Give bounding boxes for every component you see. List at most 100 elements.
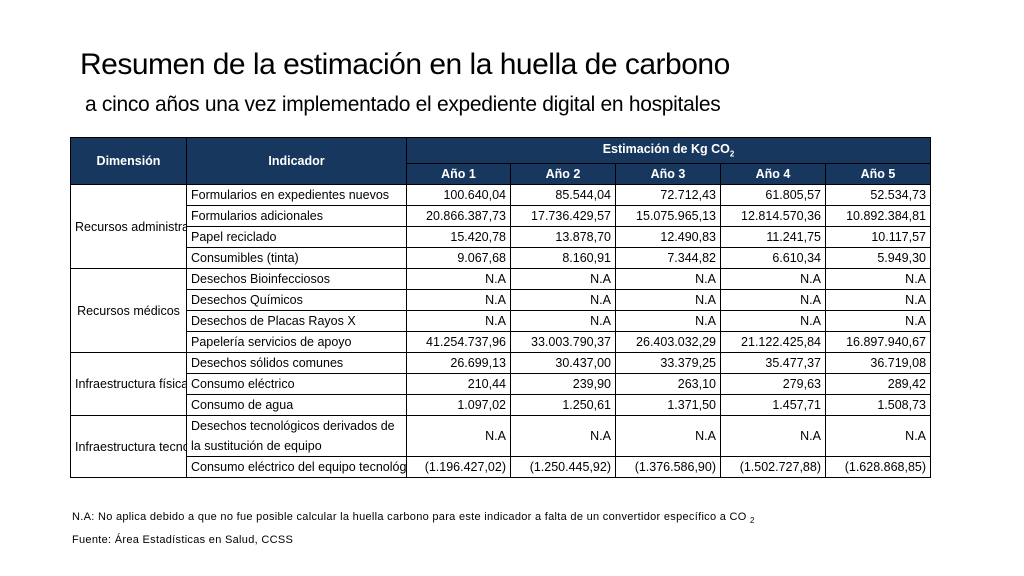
header-estimation-text: Estimación de Kg CO (602, 142, 730, 157)
value-cell: (1.196.427,02) (406, 456, 511, 478)
value-cell: N.A (510, 415, 616, 457)
value-cell: 10.117,57 (824, 226, 932, 248)
carbon-estimation-table: Dimensión Indicador Estimación de Kg CO2… (70, 137, 932, 478)
header-dimension: Dimensión (70, 137, 187, 185)
value-cell: 289,42 (824, 373, 932, 395)
dimension-cell: Infraestructura física (70, 352, 187, 416)
value-cell: N.A (824, 289, 932, 311)
value-cell: N.A (406, 415, 511, 457)
table-row: Formularios adicionales 20.866.387,73 17.7… (71, 205, 932, 227)
value-cell: (1.502.727,88) (720, 456, 826, 478)
page-title: Resumen de la estimación en la huella de… (80, 48, 730, 81)
value-cell: 61.805,57 (720, 184, 826, 206)
value-cell: 10.892.384,81 (824, 205, 932, 227)
indicator-cell: Consumo eléctrico (186, 373, 407, 395)
indicator-cell: Formularios en expedientes nuevos (186, 184, 407, 206)
header-estimation: Estimación de Kg CO2 (405, 137, 932, 164)
value-cell: 9.067,68 (406, 247, 511, 269)
value-cell: 30.437,00 (510, 352, 616, 374)
value-cell: 8.160,91 (510, 247, 616, 269)
value-cell: 21.122.425,84 (720, 331, 826, 353)
table-row: Recursos médicos Desechos Bioinfecciosos N… (70, 268, 932, 353)
value-cell: 1.371,50 (615, 394, 721, 416)
value-cell: 1.250,61 (510, 394, 616, 416)
indicator-cell: Papelería servicios de apoyo (186, 331, 407, 353)
value-cell: 36.719,08 (824, 352, 932, 374)
header-estimation-subscript: 2 (729, 149, 735, 159)
value-cell: 16.897.940,67 (824, 331, 932, 353)
value-cell: 12.490,83 (615, 226, 721, 248)
value-cell: N.A (824, 268, 932, 290)
value-cell: 26.403.032,29 (615, 331, 721, 353)
table-row: Papelería servicios de apoyo 41.254.737,9… (71, 331, 932, 353)
value-cell: N.A (510, 268, 616, 290)
value-cell: N.A (720, 268, 826, 290)
value-cell: 263,10 (615, 373, 721, 395)
indicator-cell: Papel reciclado (186, 226, 407, 248)
value-cell: 33.003.790,37 (510, 331, 616, 353)
indicator-cell: Desechos de Placas Rayos X (186, 310, 407, 332)
indicator-cell: Desechos Bioinfecciosos (186, 268, 407, 290)
value-cell: 20.866.387,73 (406, 205, 511, 227)
footnote-text: N.A: No aplica debido a que no fue posib… (72, 511, 747, 523)
value-cell: 210,44 (406, 373, 511, 395)
value-cell: 15.420,78 (406, 226, 511, 248)
value-cell: N.A (615, 310, 721, 332)
value-cell: 11.241,75 (720, 226, 826, 248)
header-indicator: Indicador (186, 137, 407, 185)
indicator-cell: Desechos tecnológicos derivados de la su… (186, 415, 407, 457)
table-row: Recursos administrativosFormularios en e… (70, 184, 932, 269)
value-cell: 100.640,04 (406, 184, 511, 206)
value-cell: 13.878,70 (510, 226, 616, 248)
indicator-cell: Consumo eléctrico del equipo tecnológico (186, 456, 407, 478)
table-row: Desechos de Placas Rayos X N.A N.A N.A N.A N.… (71, 310, 932, 332)
value-cell: N.A (510, 289, 616, 311)
table-row: Consumo eléctrico del equipo tecnológico… (71, 456, 932, 478)
value-cell: (1.628.868,85) (824, 456, 932, 478)
value-cell: N.A (510, 310, 616, 332)
table-row: Consumo eléctrico 210,44 239,90 263,10 279,6… (71, 373, 932, 395)
dimension-cell: Infraestructura tecnológica (70, 415, 187, 478)
value-cell: (1.250.445,92) (510, 456, 616, 478)
dimension-cell: Recursos médicos (70, 268, 187, 353)
value-cell: 279,63 (720, 373, 826, 395)
value-cell: N.A (720, 415, 826, 457)
value-cell: 1.457,71 (720, 394, 826, 416)
indicator-cell: Desechos Químicos (186, 289, 407, 311)
value-cell: (1.376.586,90) (615, 456, 721, 478)
value-cell: 5.949,30 (824, 247, 932, 269)
indicator-cell: Consumibles (tinta) (186, 247, 407, 269)
value-cell: 1.508,73 (824, 394, 932, 416)
value-cell: N.A (824, 415, 932, 457)
value-cell: 85.544,04 (510, 184, 616, 206)
value-cell: 15.075.965,13 (615, 205, 721, 227)
page-subtitle: a cinco años una vez implementado el exp… (85, 93, 721, 116)
value-cell: 72.712,43 (615, 184, 721, 206)
table-row: Consumo de agua 1.097,02 1.250,61 1.371,50 1… (71, 394, 932, 416)
value-cell: 41.254.737,96 (406, 331, 511, 353)
value-cell: N.A (406, 289, 511, 311)
value-cell: N.A (615, 268, 721, 290)
value-cell: 12.814.570,36 (720, 205, 826, 227)
indicator-cell: Desechos sólidos comunes (186, 352, 407, 374)
value-cell: N.A (615, 415, 721, 457)
value-cell: 6.610,34 (720, 247, 826, 269)
table-row: Infraestructura física Desechos sólidos c… (70, 352, 932, 416)
value-cell: 52.534,73 (824, 184, 932, 206)
value-cell: 26.699,13 (406, 352, 511, 374)
header-year-5: Año 5 (824, 163, 932, 185)
table-row: Desechos Químicos N.A N.A N.A N.A N.A (71, 289, 932, 311)
value-cell: N.A (720, 289, 826, 311)
table-row: Infraestructura tecnológicaDesechos tecn… (70, 415, 932, 478)
footnote-subscript: 2 (750, 516, 755, 526)
source-note: Fuente: Área Estadísticas en Salud, CCSS (72, 534, 294, 546)
indicator-cell: Consumo de agua (186, 394, 407, 416)
value-cell: N.A (824, 310, 932, 332)
value-cell: 1.097,02 (406, 394, 511, 416)
value-cell: 33.379,25 (615, 352, 721, 374)
footnote: N.A: No aplica debido a que no fue posib… (72, 511, 755, 525)
indicator-cell: Formularios adicionales (186, 205, 407, 227)
value-cell: N.A (406, 268, 511, 290)
value-cell: 7.344,82 (615, 247, 721, 269)
value-cell: 17.736.429,57 (510, 205, 616, 227)
